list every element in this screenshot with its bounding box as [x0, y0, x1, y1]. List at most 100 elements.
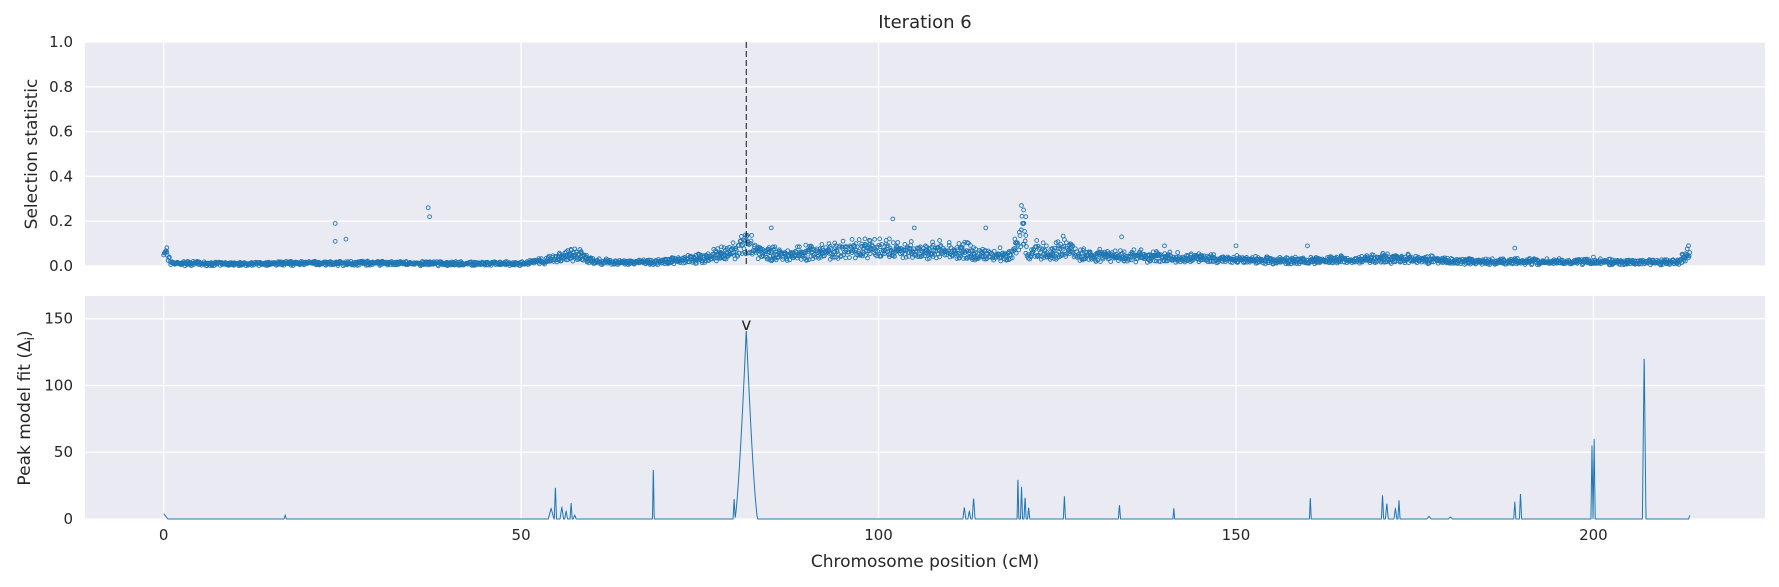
scatter-point [856, 249, 861, 254]
scatter-point [749, 232, 755, 238]
scatter-point [1008, 252, 1014, 258]
scatter-point [1152, 258, 1157, 264]
scatter-point [895, 240, 901, 245]
scatter-point [802, 253, 808, 259]
scatter-point [1081, 246, 1087, 252]
scatter-point [1022, 228, 1027, 234]
scatter-point [425, 205, 431, 211]
scatter-point [879, 251, 885, 256]
scatter-point [713, 249, 719, 255]
scatter-point [1061, 243, 1067, 249]
scatter-point [1087, 249, 1093, 255]
bottom-y-tick-label: 0 [63, 510, 73, 528]
scatter-point [590, 256, 596, 261]
scatter-point [887, 236, 892, 242]
scatter-point [327, 259, 332, 265]
scatter-point [795, 244, 800, 250]
bottom-y-axis-label: Peak model fit (Δi) [15, 330, 37, 485]
scatter-point [570, 258, 576, 264]
top-y-axis-label: Selection statistic [22, 79, 42, 230]
scatter-point [935, 251, 941, 257]
scatter-point [768, 225, 774, 231]
scatter-point [1012, 246, 1018, 251]
x-axis-label: Chromosome position (cM) [811, 552, 1039, 572]
scatter-point [954, 256, 960, 261]
top-y-tick-label: 1.0 [49, 33, 73, 51]
scatter-point [427, 214, 432, 220]
scatter-point [865, 255, 870, 261]
scatter-point [986, 248, 991, 254]
scatter-point [1044, 243, 1049, 249]
scatter-point [973, 246, 978, 252]
scatter-point [902, 241, 908, 247]
scatter-point [818, 254, 823, 260]
scatter-point [938, 243, 944, 248]
scatter-point [1080, 250, 1085, 256]
scatter-point [931, 247, 937, 253]
scatter-point [1253, 254, 1258, 259]
scatter-point [830, 252, 836, 258]
scatter-point [867, 237, 872, 243]
top-y-tick-label: 0.4 [49, 167, 73, 185]
scatter-point [1019, 203, 1024, 208]
scatter-point [1070, 243, 1076, 249]
scatter-point [332, 239, 338, 244]
scatter-point [1128, 257, 1134, 263]
scatter-point [1018, 244, 1023, 250]
scatter-point [1161, 258, 1167, 264]
scatter-point [746, 242, 752, 247]
top-y-tick-labels: 0.0 0.2 0.4 0.6 0.8 1.0 [49, 33, 73, 275]
bottom-plot-background [85, 296, 1765, 519]
scatter-point [1108, 259, 1114, 264]
top-plot-background [85, 42, 1765, 266]
scatter-point [739, 234, 744, 239]
scatter-point [968, 243, 973, 248]
scatter-point [1060, 246, 1066, 252]
selection-statistic-panel: 0.0 0.2 0.4 0.6 0.8 1.0 Selection statistic [22, 33, 1765, 275]
scatter-point [867, 238, 873, 244]
scatter-point [911, 225, 917, 231]
scatter-point [954, 245, 960, 250]
scatter-point [872, 237, 877, 242]
scatter-point [1233, 243, 1239, 249]
scatter-point [900, 255, 906, 261]
bottom-y-tick-label: 50 [54, 443, 73, 461]
scatter-point [946, 240, 952, 245]
scatter-point [1059, 252, 1065, 258]
scatter-point [919, 253, 925, 259]
scatter-point [1017, 233, 1023, 238]
scatter-point [932, 245, 938, 251]
scatter-point [1052, 245, 1058, 251]
scatter-point [719, 244, 724, 250]
scatter-point [1121, 249, 1127, 255]
scatter-point [930, 239, 935, 245]
scatter-point [733, 247, 739, 253]
scatter-point [915, 254, 921, 259]
ylabel-suffix: ) [15, 330, 35, 337]
peak-model-fit-line [163, 330, 1691, 520]
scatter-point [823, 250, 829, 256]
scatter-point [742, 232, 748, 238]
scatter-point [840, 238, 846, 244]
scatter-point [937, 238, 942, 243]
chart-title: Iteration 6 [878, 12, 972, 33]
scatter-point [862, 236, 868, 242]
scatter-point [772, 244, 778, 250]
scatter-point [332, 221, 338, 226]
scatter-point [730, 240, 736, 246]
scatter-point [715, 246, 720, 251]
scatter-point [721, 245, 727, 251]
scatter-point [1305, 243, 1310, 249]
scatter-point [826, 241, 832, 246]
scatter-point [1029, 251, 1035, 257]
scatter-point [1021, 207, 1027, 213]
scatter-point [854, 244, 860, 250]
scatter-point [796, 244, 802, 250]
top-y-tick-label: 0.0 [49, 257, 73, 275]
scatter-point [787, 257, 793, 263]
scatter-point [840, 244, 845, 250]
scatter-point [1138, 247, 1144, 253]
scatter-point [1021, 220, 1027, 226]
bottom-y-tick-label: 150 [44, 310, 73, 328]
